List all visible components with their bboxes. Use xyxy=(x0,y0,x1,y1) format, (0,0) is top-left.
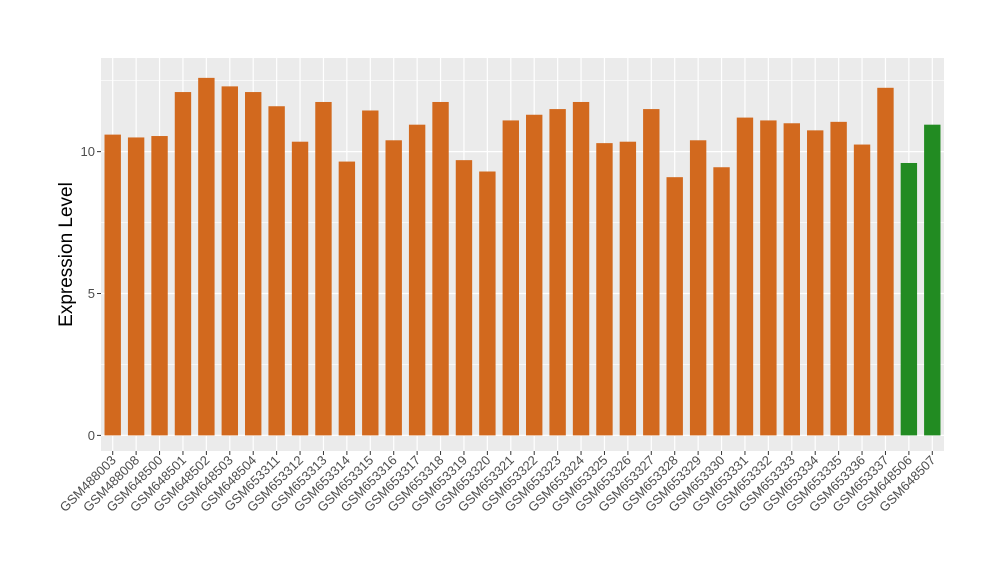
bar-GSM653312 xyxy=(291,141,309,436)
y-tick-label: 0 xyxy=(88,428,95,443)
bar-GSM653333 xyxy=(783,123,800,436)
bar-GSM653328 xyxy=(666,177,683,436)
bar-GSM648503 xyxy=(221,86,238,436)
bar-GSM653319 xyxy=(455,160,473,436)
bar-GSM653323 xyxy=(549,109,566,436)
bar-GSM648507 xyxy=(924,124,941,436)
plot-panel xyxy=(101,58,944,451)
bar-GSM648502 xyxy=(198,77,215,436)
y-tick-label: 5 xyxy=(88,286,95,301)
bar-GSM648501 xyxy=(174,92,192,436)
bar-GSM653313 xyxy=(315,101,332,436)
bar-GSM648500 xyxy=(151,136,168,436)
bar-GSM653327 xyxy=(643,109,660,436)
bar-GSM653326 xyxy=(619,141,637,436)
bar-GSM653331 xyxy=(736,117,754,436)
bar-GSM653337 xyxy=(877,87,894,436)
bar-GSM653324 xyxy=(572,101,590,436)
bar-GSM653330 xyxy=(713,167,730,436)
y-tick-label: 10 xyxy=(81,144,95,159)
bar-GSM648504 xyxy=(245,92,262,436)
bar-GSM653320 xyxy=(479,171,496,436)
bar-GSM653311 xyxy=(268,106,285,436)
bar-GSM653335 xyxy=(830,121,847,436)
bar-GSM653322 xyxy=(526,114,543,436)
bars xyxy=(104,77,941,436)
y-axis: 0 5 10 xyxy=(81,144,101,443)
x-axis: GSM488003GSM488008GSM648500GSM648501GSM6… xyxy=(57,451,938,515)
bar-GSM653321 xyxy=(502,120,519,436)
bar-GSM653329 xyxy=(689,140,707,436)
bar-GSM653325 xyxy=(596,143,613,436)
bar-GSM653315 xyxy=(362,110,379,436)
bar-GSM653336 xyxy=(853,144,871,436)
bar-GSM648506 xyxy=(900,162,918,436)
bar-GSM653318 xyxy=(432,101,449,436)
bar-GSM653334 xyxy=(807,130,824,436)
bar-GSM488008 xyxy=(127,137,145,436)
bar-GSM653317 xyxy=(408,124,426,436)
bar-GSM653316 xyxy=(385,140,402,436)
bar-GSM653314 xyxy=(338,161,356,436)
y-axis-title: Expression Level xyxy=(56,182,77,327)
bar-GSM488003 xyxy=(104,134,121,436)
bar-GSM653332 xyxy=(760,120,777,436)
